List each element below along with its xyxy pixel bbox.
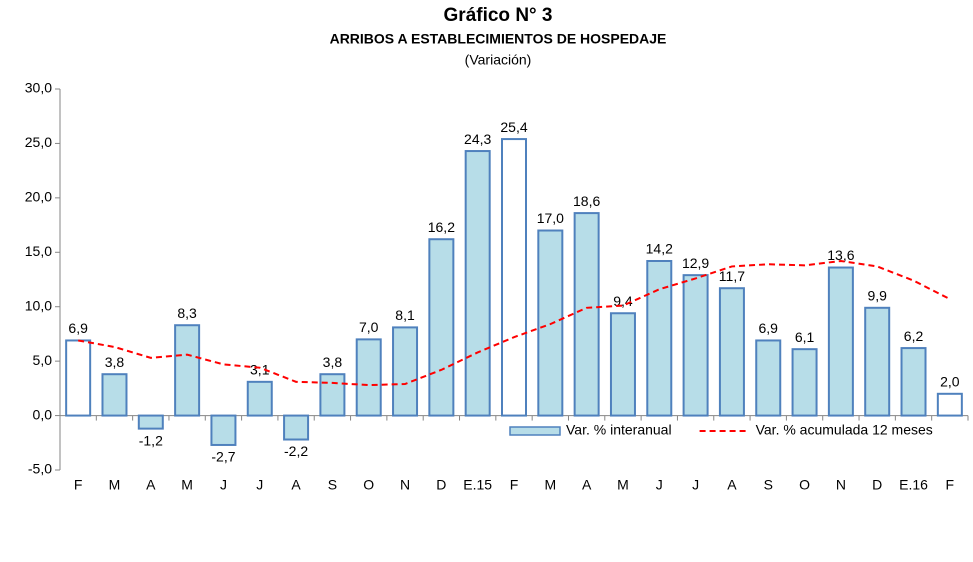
data-label: -1,2 (139, 432, 163, 448)
bar (718, 287, 745, 417)
y-tick-label: -5,0 (28, 461, 52, 477)
x-tick-label: J (256, 477, 263, 493)
x-tick-label: M (109, 477, 121, 493)
data-label: 6,2 (904, 328, 924, 344)
bar (936, 392, 963, 417)
x-tick-label: M (544, 477, 556, 493)
bar (319, 373, 346, 417)
bar (464, 150, 491, 417)
chart-subtitle: ARRIBOS A ESTABLECIMIENTOS DE HOSPEDAJE (330, 31, 667, 47)
bar (682, 274, 709, 417)
x-tick-label: F (510, 477, 519, 493)
x-tick-label: F (946, 477, 955, 493)
y-axis-label: (Variación) (465, 52, 532, 68)
x-tick-label: D (872, 477, 882, 493)
data-label: 25,4 (500, 119, 527, 135)
data-label: 13,6 (827, 247, 854, 263)
data-label: -2,2 (284, 443, 308, 459)
bar (246, 380, 273, 417)
bar (646, 259, 673, 417)
x-tick-label: D (436, 477, 446, 493)
y-tick-label: 15,0 (25, 243, 52, 259)
data-label: 11,7 (719, 268, 745, 284)
bar (791, 348, 818, 417)
data-label: 6,9 (759, 320, 779, 336)
x-tick-label: J (692, 477, 699, 493)
legend-label: Var. % acumulada 12 meses (756, 422, 933, 438)
data-label: 18,6 (573, 193, 600, 209)
x-tick-label: M (181, 477, 193, 493)
data-label: 3,8 (105, 354, 125, 370)
bar (355, 338, 382, 417)
legend-label: Var. % interanual (566, 422, 672, 438)
data-label: 6,9 (68, 320, 88, 336)
line (77, 259, 951, 387)
bar (174, 324, 201, 417)
x-tick-label: O (799, 477, 810, 493)
x-tick-label: A (291, 477, 301, 493)
x-tick-label: N (400, 477, 410, 493)
bar (501, 138, 527, 417)
x-tick-label: A (727, 477, 737, 493)
y-tick-label: 25,0 (25, 134, 52, 150)
bar (573, 212, 600, 417)
bar (283, 414, 310, 441)
y-tick-label: 20,0 (25, 189, 52, 205)
legend-swatch (509, 426, 561, 436)
data-label: 8,1 (395, 307, 415, 323)
x-tick-label: J (656, 477, 663, 493)
bar (210, 414, 237, 446)
data-label: 14,2 (646, 241, 673, 257)
data-label: 17,0 (537, 210, 564, 226)
data-label: -2,7 (211, 449, 235, 465)
bar (609, 312, 636, 417)
data-label: 7,0 (359, 319, 379, 335)
x-tick-label: F (74, 477, 83, 493)
x-tick-label: J (220, 477, 227, 493)
y-tick-label: 30,0 (25, 80, 52, 96)
data-label: 16,2 (428, 219, 455, 235)
data-label: 6,1 (795, 329, 815, 345)
bar (900, 347, 927, 417)
x-tick-label: S (328, 477, 337, 493)
x-tick-label: E.16 (899, 477, 928, 493)
bar (101, 373, 128, 417)
bar (137, 414, 164, 430)
x-tick-label: A (582, 477, 592, 493)
bar (755, 339, 782, 417)
bar (392, 326, 419, 417)
data-label: 3,8 (323, 354, 343, 370)
y-tick-label: 10,0 (25, 297, 52, 313)
data-label: 8,3 (177, 305, 197, 321)
x-tick-label: M (617, 477, 629, 493)
x-tick-label: N (836, 477, 846, 493)
bar (827, 266, 854, 417)
x-tick-label: S (764, 477, 773, 493)
data-label: 3,1 (250, 362, 270, 378)
data-label: 2,0 (940, 374, 960, 390)
bar (428, 238, 455, 417)
x-tick-label: E.15 (463, 477, 492, 493)
x-tick-label: O (363, 477, 374, 493)
chart-title: Gráfico N° 3 (444, 5, 553, 26)
data-label: 9,9 (867, 288, 887, 304)
y-tick-label: 5,0 (33, 352, 53, 368)
x-tick-label: A (146, 477, 156, 493)
data-label: 12,9 (682, 255, 709, 271)
bar (65, 339, 92, 417)
data-label: 24,3 (464, 131, 491, 147)
y-tick-label: 0,0 (33, 406, 53, 422)
bar (864, 306, 891, 417)
